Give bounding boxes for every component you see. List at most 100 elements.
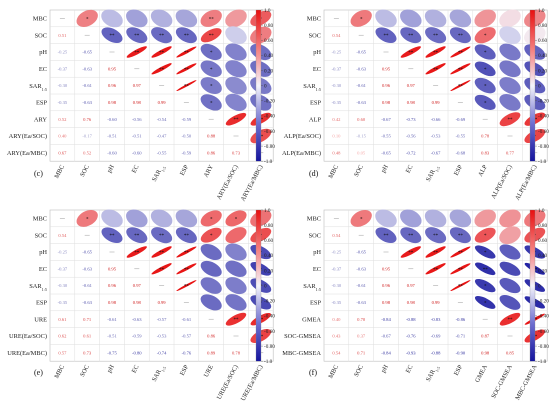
- significance-mark: **: [458, 285, 464, 290]
- corr-ellipse: [474, 27, 496, 44]
- significance-mark: **: [408, 51, 414, 56]
- corr-value: -0.74: [157, 350, 167, 355]
- corr-ellipse: [176, 80, 197, 92]
- colorbar-tick-label: -1.0: [538, 359, 547, 365]
- colorbar-tick-label: 0.80: [264, 223, 273, 229]
- significance-mark: **: [159, 234, 165, 239]
- corr-value: 0.89: [207, 350, 216, 355]
- corr-value: -0.35: [332, 100, 342, 105]
- corr-value: 0.05: [357, 150, 366, 155]
- significance-mark: **: [458, 268, 464, 273]
- colorbar-tick-label: 1.0: [264, 8, 271, 14]
- col-label-ec: EC: [131, 164, 141, 175]
- corr-value: 0.78: [232, 350, 241, 355]
- colorbar-tick-label: 0.40: [264, 53, 273, 59]
- panel-c: ****0.51***********-0.25-0.65*******-0.3…: [7, 8, 275, 203]
- corr-value: -0.60: [107, 150, 117, 155]
- significance-mark: *: [484, 234, 487, 239]
- colorbar-tick-label: 0: [264, 83, 267, 89]
- corr-ellipse: [225, 294, 247, 311]
- corr-value: -0.63: [82, 300, 92, 305]
- corr-value: 0.57: [58, 350, 67, 355]
- corr-ellipse: [151, 46, 172, 58]
- row-label-esp: ESP: [310, 300, 321, 307]
- corr-value: 0.40: [332, 317, 341, 322]
- corr-value: 0.70: [357, 317, 366, 322]
- corr-ellipse: [499, 209, 521, 228]
- col-label-sar1-5: SAR1:5: [151, 164, 167, 184]
- corr-ellipse: [424, 209, 447, 228]
- corr-ellipse: [200, 28, 222, 43]
- colorbar: [255, 209, 262, 362]
- col-label-ure: URE: [203, 364, 215, 379]
- col-label-ph: pH: [380, 364, 390, 375]
- significance-mark: *: [484, 34, 487, 39]
- corr-ellipse: [450, 46, 471, 58]
- col-label-ure-ea-soc: URE(Ea/SOC): [216, 364, 240, 401]
- corr-ellipse: [200, 43, 222, 61]
- corr-ellipse: [424, 9, 447, 28]
- corr-ellipse: [449, 209, 472, 228]
- row-label-mbc-gmsea: MBC-GMSEA: [282, 350, 321, 357]
- row-label-sar1-5: SAR1:5: [29, 83, 47, 92]
- corr-value: 0.61: [83, 334, 92, 339]
- colorbar-tick-label: -0.60: [538, 129, 549, 135]
- colorbar: [529, 9, 536, 162]
- corr-value: -0.88: [431, 350, 441, 355]
- corr-ellipse: [474, 262, 496, 276]
- corr-ellipse: [499, 77, 521, 95]
- corr-value: -0.30: [58, 283, 68, 288]
- row-label-ec: EC: [313, 266, 321, 273]
- row-label-ure-ea-mbc: URE(Ea/MBC): [7, 350, 47, 357]
- corr-ellipse: [449, 27, 471, 44]
- significance-mark: **: [433, 251, 439, 256]
- panel-label: (e): [34, 368, 43, 377]
- corr-ellipse: [225, 227, 247, 244]
- corr-ellipse: [425, 63, 446, 75]
- corr-ellipse: [225, 260, 247, 277]
- colorbar-tick-label: 1.0: [264, 208, 271, 214]
- corr-value: 0.98: [382, 300, 391, 305]
- corr-ellipse: [425, 27, 447, 44]
- corr-value: -0.59: [182, 150, 192, 155]
- significance-mark: *: [210, 217, 213, 222]
- corr-value: 0.95: [108, 66, 117, 71]
- row-label-alp-ea-mbc: ALP(Ea/MBC): [282, 150, 321, 157]
- significance-mark: **: [184, 85, 190, 90]
- corr-value: -0.37: [332, 266, 342, 271]
- significance-mark: *: [86, 217, 89, 222]
- colorbar-tick-label: -1.0: [264, 359, 273, 365]
- corr-ellipse: [225, 43, 247, 61]
- significance-mark: *: [484, 51, 487, 56]
- col-label-mbc: MBC: [327, 164, 340, 180]
- corr-value: -0.76: [182, 350, 192, 355]
- corr-value: 0.42: [332, 117, 341, 122]
- corr-ellipse: [126, 246, 147, 258]
- corr-value: 0.98: [481, 350, 490, 355]
- corr-ellipse: [225, 277, 247, 295]
- significance-mark: **: [184, 34, 190, 39]
- corr-value: -0.51: [107, 334, 117, 339]
- significance-mark: **: [184, 251, 190, 256]
- corr-ellipse: [450, 80, 471, 92]
- corr-value: -0.61: [356, 283, 366, 288]
- corr-value: -0.93: [406, 350, 416, 355]
- corr-ellipse: [151, 246, 172, 258]
- corr-value: -0.55: [381, 134, 391, 139]
- corr-ellipse: [76, 209, 98, 227]
- significance-mark: *: [484, 68, 487, 73]
- corr-ellipse: [400, 27, 422, 44]
- row-label-esp: ESP: [310, 100, 321, 107]
- corr-ellipse: [450, 246, 471, 258]
- corr-value: -0.67: [381, 117, 391, 122]
- row-label-ph: pH: [313, 49, 321, 56]
- row-label-soc-gmsea: SOC-GMSEA: [284, 333, 321, 340]
- corr-ellipse: [175, 9, 198, 28]
- colorbar-tick-label: 0.80: [264, 23, 273, 29]
- colorbar-tick-label: -0.60: [538, 329, 549, 335]
- significance-mark: *: [360, 217, 363, 222]
- corr-ellipse: [499, 60, 521, 78]
- corr-value: 0.98: [108, 300, 117, 305]
- corr-ellipse: [225, 9, 247, 28]
- corr-value: -0.55: [157, 150, 167, 155]
